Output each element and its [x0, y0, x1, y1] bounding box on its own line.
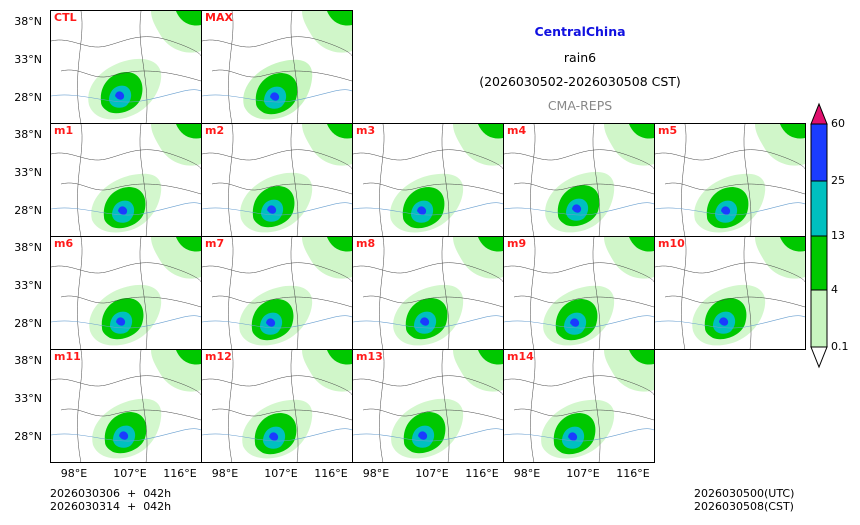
precipitation-field	[504, 350, 654, 462]
precipitation-field	[655, 237, 805, 349]
map-panel-m7: m7	[201, 236, 353, 350]
panel-label: m7	[205, 237, 225, 250]
panel-label: m14	[507, 350, 534, 363]
map-panel-m1: m1	[50, 123, 202, 237]
colorbar-label-13: 13	[831, 229, 845, 242]
map-panel-m13: m13	[352, 349, 504, 463]
panel-label: m3	[356, 124, 376, 137]
precipitation-colorbar	[810, 102, 828, 369]
precipitation-field	[202, 237, 352, 349]
longitude-tick-label: 98°E	[60, 467, 88, 480]
colorbar-label-25: 25	[831, 174, 845, 187]
colorbar-segment-25-60	[810, 123, 828, 182]
panel-label: m5	[658, 124, 678, 137]
precipitation-field	[504, 124, 654, 236]
longitude-tick-label: 116°E	[616, 467, 650, 480]
map-panel-m12: m12	[201, 349, 353, 463]
colorbar-segment-0.1-4	[810, 289, 828, 348]
longitude-tick-label: 107°E	[264, 467, 298, 480]
colorbar-segment-4-13	[810, 235, 828, 291]
panel-label: m6	[54, 237, 74, 250]
init-time-line-2: 2026030314 + 042h	[50, 500, 172, 513]
precipitation-field	[353, 237, 503, 349]
longitude-tick-label: 98°E	[362, 467, 390, 480]
precipitation-field	[353, 124, 503, 236]
map-panel-m2: m2	[201, 123, 353, 237]
model-title: CMA-REPS	[547, 98, 613, 113]
colorbar-under-arrow	[810, 346, 828, 369]
colorbar-over-arrow	[810, 102, 828, 125]
latitude-tick-label: 38°N	[14, 241, 42, 254]
precipitation-field	[51, 124, 201, 236]
panel-label: m1	[54, 124, 74, 137]
colorbar-segment-13-25	[810, 180, 828, 237]
panel-label: m8	[356, 237, 376, 250]
precipitation-field	[51, 237, 201, 349]
panel-label: m11	[54, 350, 81, 363]
valid-time-utc: 2026030500(UTC)	[694, 487, 795, 500]
map-panel-m6: m6	[50, 236, 202, 350]
panel-label: m4	[507, 124, 527, 137]
map-panel-m10: m10	[654, 236, 806, 350]
latitude-tick-label: 28°N	[14, 430, 42, 443]
precipitation-field	[51, 11, 201, 123]
latitude-tick-label: 28°N	[14, 317, 42, 330]
latitude-tick-label: 28°N	[14, 204, 42, 217]
latitude-tick-label: 33°N	[14, 166, 42, 179]
longitude-tick-label: 98°E	[513, 467, 541, 480]
longitude-tick-label: 116°E	[465, 467, 499, 480]
panel-label: m10	[658, 237, 685, 250]
precipitation-field	[202, 350, 352, 462]
map-panel-max: MAX	[201, 10, 353, 124]
latitude-tick-label: 38°N	[14, 15, 42, 28]
panel-label: m2	[205, 124, 225, 137]
longitude-tick-label: 107°E	[566, 467, 600, 480]
longitude-tick-label: 107°E	[415, 467, 449, 480]
panel-label: m9	[507, 237, 527, 250]
map-panel-m3: m3	[352, 123, 504, 237]
init-time-line-1: 2026030306 + 042h	[50, 487, 172, 500]
longitude-tick-label: 107°E	[113, 467, 147, 480]
map-panel-m11: m11	[50, 349, 202, 463]
variable-title: rain6	[563, 50, 597, 65]
latitude-tick-label: 33°N	[14, 392, 42, 405]
precipitation-field	[202, 11, 352, 123]
map-panel-m5: m5	[654, 123, 806, 237]
map-panel-m14: m14	[503, 349, 655, 463]
latitude-tick-label: 38°N	[14, 128, 42, 141]
longitude-tick-label: 116°E	[163, 467, 197, 480]
latitude-tick-label: 28°N	[14, 91, 42, 104]
colorbar-label-60: 60	[831, 117, 845, 130]
latitude-tick-label: 33°N	[14, 53, 42, 66]
map-panel-ctl: CTL	[50, 10, 202, 124]
map-panel-m9: m9	[503, 236, 655, 350]
longitude-tick-label: 98°E	[211, 467, 239, 480]
precipitation-field	[51, 350, 201, 462]
precipitation-field	[353, 350, 503, 462]
panel-label: CTL	[54, 11, 77, 24]
panel-label: m13	[356, 350, 383, 363]
latitude-tick-label: 38°N	[14, 354, 42, 367]
map-panel-m8: m8	[352, 236, 504, 350]
precipitation-field	[655, 124, 805, 236]
precipitation-field	[202, 124, 352, 236]
colorbar-label-0.1: 0.1	[831, 340, 849, 353]
period-title: (2026030502-2026030508 CST)	[479, 74, 681, 89]
longitude-tick-label: 116°E	[314, 467, 348, 480]
latitude-tick-label: 33°N	[14, 279, 42, 292]
panel-label: m12	[205, 350, 232, 363]
precipitation-field	[504, 237, 654, 349]
valid-time-cst: 2026030508(CST)	[694, 500, 794, 513]
panel-label: MAX	[205, 11, 233, 24]
colorbar-label-4: 4	[831, 283, 838, 296]
map-panel-m4: m4	[503, 123, 655, 237]
region-title: CentralChina	[534, 24, 626, 39]
